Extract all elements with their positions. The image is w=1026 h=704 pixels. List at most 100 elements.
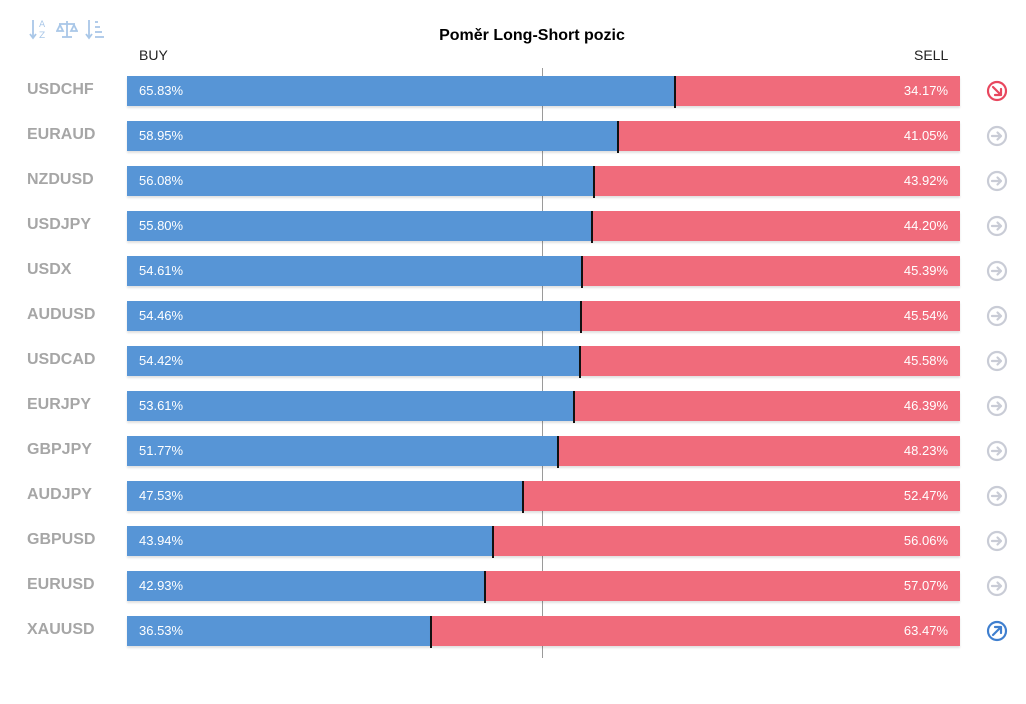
buy-percent-label: 56.08%	[139, 173, 184, 188]
ratio-divider	[579, 346, 581, 378]
buy-percent-label: 36.53%	[139, 623, 184, 638]
sell-segment: 46.39%	[574, 391, 960, 421]
buy-percent-label: 65.83%	[139, 83, 184, 98]
ratio-bar: 47.53% 52.47%	[127, 481, 960, 513]
buy-percent-label: 47.53%	[139, 488, 184, 503]
chart-title: Poměr Long-Short pozic	[439, 27, 625, 44]
sell-percent-label: 41.05%	[903, 128, 948, 143]
ratio-divider	[484, 571, 486, 603]
ratio-bar: 54.42% 45.58%	[127, 346, 960, 378]
ratio-row-gbpjpy: GBPJPY 51.77% 48.23%	[0, 436, 1026, 468]
ratio-divider	[591, 211, 593, 243]
symbol-label[interactable]: GBPUSD	[27, 531, 96, 548]
sell-segment: 52.47%	[523, 481, 960, 511]
buy-segment: 47.53%	[127, 481, 523, 511]
symbol-label[interactable]: EURUSD	[27, 576, 95, 593]
ratio-divider	[593, 166, 595, 198]
right-arrow-icon[interactable]	[986, 350, 1008, 372]
ratio-bar: 36.53% 63.47%	[127, 616, 960, 648]
sell-percent-label: 57.07%	[903, 578, 948, 593]
ratio-bar: 65.83% 34.17%	[127, 76, 960, 108]
ratio-bar: 58.95% 41.05%	[127, 121, 960, 153]
sell-percent-label: 45.54%	[903, 308, 948, 323]
right-arrow-icon[interactable]	[986, 575, 1008, 597]
symbol-label[interactable]: USDJPY	[27, 216, 92, 233]
sell-percent-label: 34.17%	[903, 83, 948, 98]
ratio-row-audusd: AUDUSD 54.46% 45.54%	[0, 301, 1026, 333]
ratio-row-audjpy: AUDJPY 47.53% 52.47%	[0, 481, 1026, 513]
right-arrow-icon[interactable]	[986, 260, 1008, 282]
symbol-label[interactable]: AUDUSD	[27, 306, 96, 323]
buy-percent-label: 58.95%	[139, 128, 184, 143]
right-arrow-icon[interactable]	[986, 485, 1008, 507]
right-arrow-icon[interactable]	[986, 530, 1008, 552]
right-arrow-icon[interactable]	[986, 125, 1008, 147]
buy-segment: 56.08%	[127, 166, 594, 196]
buy-segment: 42.93%	[127, 571, 485, 601]
symbol-label[interactable]: USDCAD	[27, 351, 96, 368]
buy-segment: 58.95%	[127, 121, 618, 151]
sell-segment: 45.58%	[580, 346, 960, 376]
symbol-label[interactable]: XAUUSD	[27, 621, 95, 638]
sell-segment: 48.23%	[558, 436, 960, 466]
ratio-divider	[522, 481, 524, 513]
sell-percent-label: 45.39%	[903, 263, 948, 278]
ratio-bar: 54.61% 45.39%	[127, 256, 960, 288]
sell-segment: 56.06%	[493, 526, 960, 556]
ratio-row-usdcad: USDCAD 54.42% 45.58%	[0, 346, 1026, 378]
buy-percent-label: 55.80%	[139, 218, 184, 233]
down-right-arrow-icon[interactable]	[986, 80, 1008, 102]
ratio-row-usdjpy: USDJPY 55.80% 44.20%	[0, 211, 1026, 243]
sort-alpha-icon[interactable]: A Z	[28, 17, 50, 41]
buy-segment: 54.61%	[127, 256, 582, 286]
ratio-divider	[573, 391, 575, 423]
buy-percent-label: 54.42%	[139, 353, 184, 368]
ratio-divider	[580, 301, 582, 333]
symbol-label[interactable]: USDX	[27, 261, 72, 278]
buy-segment: 54.46%	[127, 301, 581, 331]
symbol-label[interactable]: EURJPY	[27, 396, 92, 413]
sell-percent-label: 44.20%	[903, 218, 948, 233]
sell-column-label: SELL	[914, 47, 949, 63]
buy-percent-label: 51.77%	[139, 443, 184, 458]
symbol-label[interactable]: AUDJPY	[27, 486, 92, 503]
symbol-label[interactable]: EURAUD	[27, 126, 96, 143]
ratio-divider	[492, 526, 494, 558]
buy-segment: 53.61%	[127, 391, 574, 421]
ratio-bar: 56.08% 43.92%	[127, 166, 960, 198]
sell-segment: 34.17%	[675, 76, 960, 106]
ratio-divider	[430, 616, 432, 648]
up-right-arrow-icon[interactable]	[986, 620, 1008, 642]
buy-percent-label: 42.93%	[139, 578, 184, 593]
right-arrow-icon[interactable]	[986, 305, 1008, 327]
ratio-row-euraud: EURAUD 58.95% 41.05%	[0, 121, 1026, 153]
sell-percent-label: 63.47%	[903, 623, 948, 638]
sell-segment: 63.47%	[431, 616, 960, 646]
buy-percent-label: 54.61%	[139, 263, 184, 278]
buy-segment: 54.42%	[127, 346, 580, 376]
balance-scale-icon[interactable]	[56, 17, 78, 41]
symbol-label[interactable]: GBPJPY	[27, 441, 92, 458]
ratio-row-gbpusd: GBPUSD 43.94% 56.06%	[0, 526, 1026, 558]
ratio-bar: 43.94% 56.06%	[127, 526, 960, 558]
ratio-row-usdchf: USDCHF 65.83% 34.17%	[0, 76, 1026, 108]
sell-percent-label: 56.06%	[903, 533, 948, 548]
sell-segment: 57.07%	[485, 571, 960, 601]
ratio-divider	[674, 76, 676, 108]
ratio-bar: 55.80% 44.20%	[127, 211, 960, 243]
ratio-bar: 53.61% 46.39%	[127, 391, 960, 423]
sort-amount-down-icon[interactable]	[84, 17, 106, 41]
right-arrow-icon[interactable]	[986, 215, 1008, 237]
right-arrow-icon[interactable]	[986, 170, 1008, 192]
buy-segment: 65.83%	[127, 76, 675, 106]
ratio-bar: 42.93% 57.07%	[127, 571, 960, 603]
ratio-bar: 54.46% 45.54%	[127, 301, 960, 333]
buy-segment: 36.53%	[127, 616, 431, 646]
sell-segment: 45.39%	[582, 256, 960, 286]
buy-segment: 43.94%	[127, 526, 493, 556]
right-arrow-icon[interactable]	[986, 440, 1008, 462]
symbol-label[interactable]: NZDUSD	[27, 171, 94, 188]
right-arrow-icon[interactable]	[986, 395, 1008, 417]
symbol-label[interactable]: USDCHF	[27, 81, 94, 98]
buy-segment: 51.77%	[127, 436, 558, 466]
